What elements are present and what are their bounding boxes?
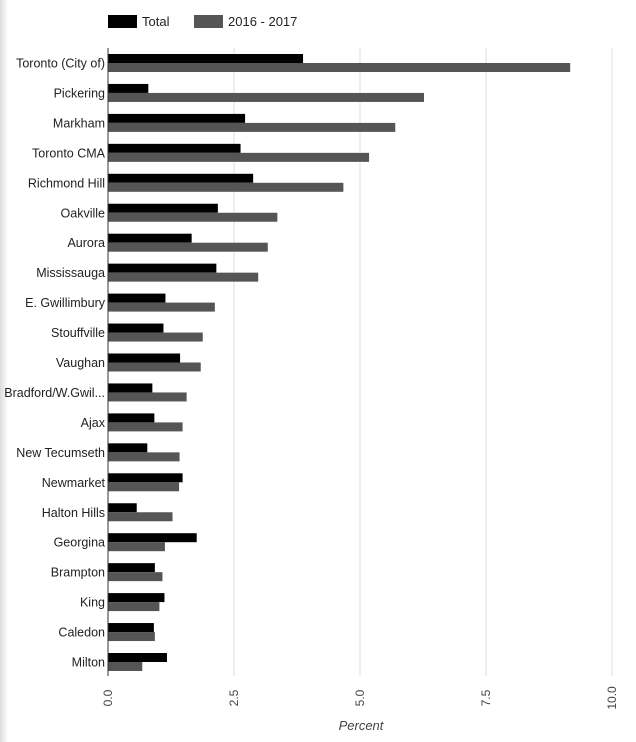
bar-total — [108, 653, 167, 662]
legend-label: 2016 - 2017 — [228, 14, 297, 29]
bar-2016-2017 — [108, 182, 344, 192]
bar-total — [108, 503, 137, 513]
bar-total — [108, 323, 164, 333]
category-label: Georgina — [54, 536, 105, 550]
bar-total — [108, 413, 155, 423]
bar-total — [108, 443, 148, 453]
legend-swatch — [108, 15, 137, 28]
bar-total — [108, 203, 218, 213]
category-label: Caledon — [58, 626, 105, 640]
category-label: Vaughan — [56, 356, 105, 370]
bar-2016-2017 — [108, 602, 160, 612]
category-label: Toronto (City of) — [16, 57, 105, 71]
bar-2016-2017 — [108, 392, 187, 402]
bar-2016-2017 — [108, 422, 183, 432]
category-label: Milton — [72, 656, 105, 670]
bar-2016-2017 — [108, 212, 278, 222]
bars — [108, 54, 571, 671]
category-label: King — [80, 596, 105, 610]
bar-total — [108, 83, 149, 93]
x-tick-labels: 0.0 2.5 5.0 7.5 10.0 — [101, 686, 619, 710]
category-label: Brampton — [51, 566, 105, 580]
bar-total — [108, 383, 153, 393]
bar-2016-2017 — [108, 92, 425, 102]
bar-2016-2017 — [108, 242, 268, 252]
bar-total — [108, 233, 192, 243]
bar-total — [108, 473, 183, 483]
bar-2016-2017 — [108, 122, 396, 132]
x-tick-label: 7.5 — [479, 689, 493, 706]
bar-total — [108, 143, 241, 153]
category-label: E. Gwillimbury — [25, 296, 106, 310]
bar-2016-2017 — [108, 482, 180, 492]
category-label: Mississauga — [36, 266, 105, 280]
category-label: Newmarket — [42, 476, 106, 490]
bar-total — [108, 533, 197, 543]
legend: Total 2016 - 2017 — [108, 14, 297, 29]
category-label: Bradford/W.Gwil... — [4, 386, 105, 400]
bar-2016-2017 — [108, 572, 163, 582]
bar-2016-2017 — [108, 362, 201, 372]
x-tick-label: 5.0 — [353, 689, 367, 706]
bar-2016-2017 — [108, 63, 571, 72]
category-label: Markham — [53, 116, 105, 130]
bar-total — [108, 113, 246, 123]
legend-label: Total — [142, 14, 170, 29]
bar-total — [108, 173, 254, 183]
bar-2016-2017 — [108, 452, 180, 462]
bar-total — [108, 593, 165, 603]
category-label: New Tecumseth — [16, 446, 105, 460]
legend-swatch — [194, 15, 223, 28]
bar-total — [108, 293, 166, 303]
bar-2016-2017 — [108, 272, 259, 282]
bar-2016-2017 — [108, 632, 155, 642]
x-tick-label: 0.0 — [101, 689, 115, 706]
x-axis-title: Percent — [339, 718, 385, 733]
category-label: Stouffville — [51, 326, 105, 340]
bar-total — [108, 54, 304, 63]
category-label: Pickering — [54, 86, 105, 100]
category-label: Oakville — [61, 206, 106, 220]
bar-2016-2017 — [108, 332, 203, 342]
bar-2016-2017 — [108, 512, 173, 522]
bar-total — [108, 623, 154, 633]
x-tick-label: 2.5 — [227, 689, 241, 706]
category-label: Toronto CMA — [32, 146, 106, 160]
bar-total — [108, 353, 181, 363]
bar-total — [108, 563, 155, 573]
bar-2016-2017 — [108, 302, 215, 312]
category-label: Ajax — [81, 416, 106, 430]
bar-2016-2017 — [108, 542, 165, 552]
gridlines — [233, 48, 613, 676]
category-label: Aurora — [67, 236, 105, 250]
page-edge-shadow — [0, 0, 8, 742]
bar-2016-2017 — [108, 662, 143, 671]
category-label: Richmond Hill — [28, 176, 105, 190]
x-tick-label: 10.0 — [605, 686, 619, 710]
bar-total — [108, 263, 217, 273]
category-label: Halton Hills — [42, 506, 105, 520]
category-labels: Toronto (City of) Pickering Markham Toronto… — [4, 57, 105, 670]
bar-2016-2017 — [108, 152, 370, 162]
